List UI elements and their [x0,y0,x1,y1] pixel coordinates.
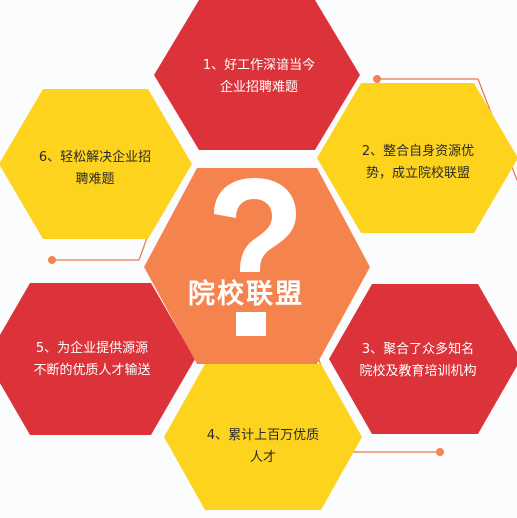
hexagon-6-label: 6、轻松解决企业招 聘难题 [20,147,170,191]
hexagon-4-line2: 人才 [249,450,276,465]
hexagon-5-line2: 不断的优质人才输送 [33,363,151,378]
hexagon-3-line1: 3、聚合了众多知名 [361,342,475,357]
hexagon-5 [0,283,195,435]
hexagon-2-label: 2、整合自身资源优 势，成立院校联盟 [343,141,493,185]
hexagon-6-line2: 聘难题 [75,172,115,187]
hexagon-2-line2: 势，成立院校联盟 [365,166,470,181]
hexagon-4-label: 4、累计上百万优质 人才 [188,425,338,469]
hexagon-1-line1: 1、好工作深谙当今 [202,58,316,73]
hexagon-2 [317,83,517,233]
hexagon-6-line1: 6、轻松解决企业招 [38,150,152,165]
connector-dot [436,448,444,456]
hexagon-4-line1: 4、累计上百万优质 [206,428,320,443]
hexagon-1 [154,0,360,150]
center-title: 院校联盟 [188,279,304,310]
question-mark-icon [214,178,296,336]
connector-dot [373,75,381,83]
hexagon-1-line2: 企业招聘难题 [219,80,298,95]
hexagon-1-label: 1、好工作深谙当今 企业招聘难题 [184,55,334,99]
hexagon-3 [329,284,517,434]
hexagon-2-line1: 2、整合自身资源优 [361,144,475,159]
hexagon-6 [0,89,192,239]
hexagon-3-line2: 院校及教育培训机构 [359,364,477,379]
hexagon-3-label: 3、聚合了众多知名 院校及教育培训机构 [343,339,493,383]
hexagon-4 [164,364,362,510]
hexagon-5-label: 5、为企业提供源源 不断的优质人才输送 [12,338,172,382]
connector-dot [48,256,56,264]
hexagon-5-line1: 5、为企业提供源源 [35,341,149,356]
